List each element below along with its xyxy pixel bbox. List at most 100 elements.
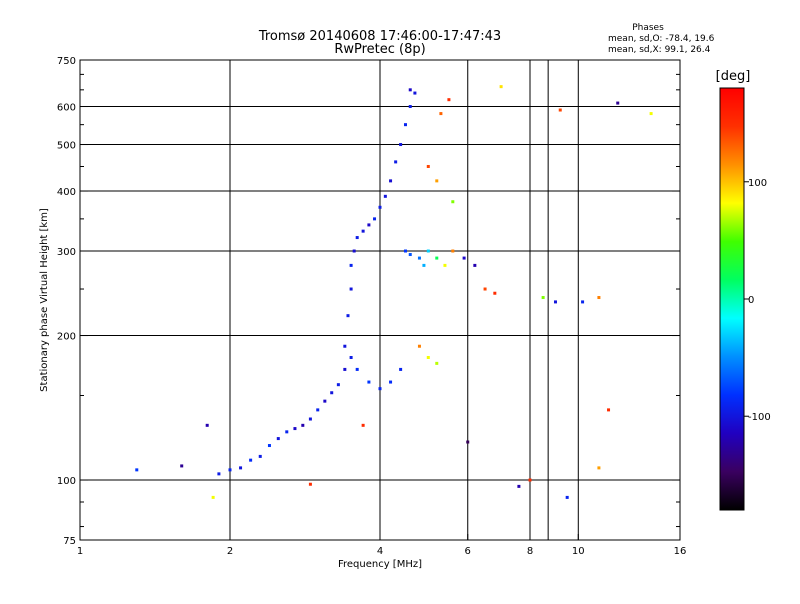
y-tick-label-6: 600 (57, 103, 76, 114)
data-point (426, 164, 430, 168)
data-point (343, 367, 347, 371)
data-point (258, 454, 262, 458)
y-axis-label: Stationary phase Virtual Height [km] (39, 208, 50, 392)
data-point (466, 440, 470, 444)
data-point (135, 468, 139, 472)
data-point (378, 205, 382, 209)
x-tick-label-2: 4 (377, 546, 383, 557)
data-point (462, 256, 466, 260)
y-tick-label-4: 400 (57, 187, 76, 198)
y-tick-label-2: 200 (57, 332, 76, 343)
phases-heading: Phases (632, 23, 664, 33)
data-point (553, 300, 557, 304)
y-tick-label-3: 300 (57, 247, 76, 258)
x-tick-label-0: 1 (77, 546, 83, 557)
data-point (316, 408, 320, 412)
data-point (408, 253, 412, 257)
data-point (649, 112, 653, 116)
data-point (435, 361, 439, 365)
data-point (389, 179, 393, 183)
data-point (285, 430, 289, 434)
data-point (399, 367, 403, 371)
data-point (352, 249, 356, 253)
data-point (399, 143, 403, 147)
data-point (558, 108, 562, 112)
x-tick-label-4: 8 (527, 546, 533, 557)
data-point (349, 287, 353, 291)
colorbar-tick-label-2: -100 (748, 412, 771, 423)
data-point (239, 466, 243, 470)
data-point (565, 495, 569, 499)
data-point (616, 101, 620, 105)
colorbar-label: [deg] (716, 69, 751, 84)
y-tick-label-0: 75 (63, 536, 76, 547)
data-point (447, 98, 451, 102)
data-point (217, 472, 221, 476)
data-point (408, 88, 412, 92)
data-point (361, 229, 365, 233)
data-point (403, 123, 407, 127)
x-tick-label-1: 2 (227, 546, 233, 557)
data-point (422, 263, 426, 267)
data-point (403, 249, 407, 253)
data-point (394, 160, 398, 164)
data-point (426, 355, 430, 359)
data-point (597, 296, 601, 300)
phases-x-stats: mean, sd,X: 99.1, 26.4 (608, 45, 711, 55)
data-point (180, 464, 184, 468)
data-point (373, 217, 377, 221)
data-point (408, 105, 412, 109)
data-point (367, 380, 371, 384)
data-point (355, 367, 359, 371)
colorbar (719, 87, 745, 511)
data-point (228, 468, 232, 472)
data-point (451, 249, 455, 253)
data-point (499, 85, 503, 89)
x-axis-ticks: 1 2 4 6 8 10 16 (77, 534, 687, 557)
x-axis-label: Frequency [MHz] (338, 559, 422, 570)
y-tick-label-5: 500 (57, 141, 76, 152)
data-point (435, 179, 439, 183)
data-point (597, 466, 601, 470)
y-tick-label-7: 750 (57, 56, 76, 67)
data-point (443, 263, 447, 267)
data-point (323, 399, 327, 403)
chart-title-line2: RwPretec (8p) (334, 42, 425, 57)
x-tick-label-3: 6 (465, 546, 471, 557)
data-point (343, 344, 347, 348)
data-point (205, 423, 209, 427)
data-point (308, 417, 312, 421)
y-tick-label-1: 100 (57, 476, 76, 487)
data-point (383, 194, 387, 198)
data-point (607, 408, 611, 412)
data-point (389, 380, 393, 384)
data-point (301, 423, 305, 427)
data-point (249, 458, 253, 462)
data-point (528, 478, 532, 482)
data-point (346, 314, 350, 318)
colorbar-tick-label-0: 100 (748, 178, 767, 189)
x-tick-label-6: 16 (674, 546, 687, 557)
y-axis-ticks: 75 100 200 300 400 500 600 750 (57, 56, 680, 547)
data-point (439, 112, 443, 116)
chart-title-line1: Tromsø 20140608 17:46:00-17:47:43 (258, 29, 501, 44)
data-point (355, 236, 359, 240)
data-point (581, 300, 585, 304)
data-point (361, 423, 365, 427)
data-point (435, 256, 439, 260)
data-point (349, 355, 353, 359)
data-point (417, 344, 421, 348)
data-point (413, 91, 417, 95)
data-point (541, 296, 545, 300)
data-point (378, 387, 382, 391)
data-point (336, 383, 340, 387)
colorbar-tick-label-1: 0 (748, 295, 754, 306)
data-point (267, 444, 271, 448)
data-point (493, 291, 497, 295)
grid-layer (80, 60, 680, 540)
data-point (276, 437, 280, 441)
data-point (451, 200, 455, 204)
data-point (426, 249, 430, 253)
data-points (135, 85, 653, 499)
